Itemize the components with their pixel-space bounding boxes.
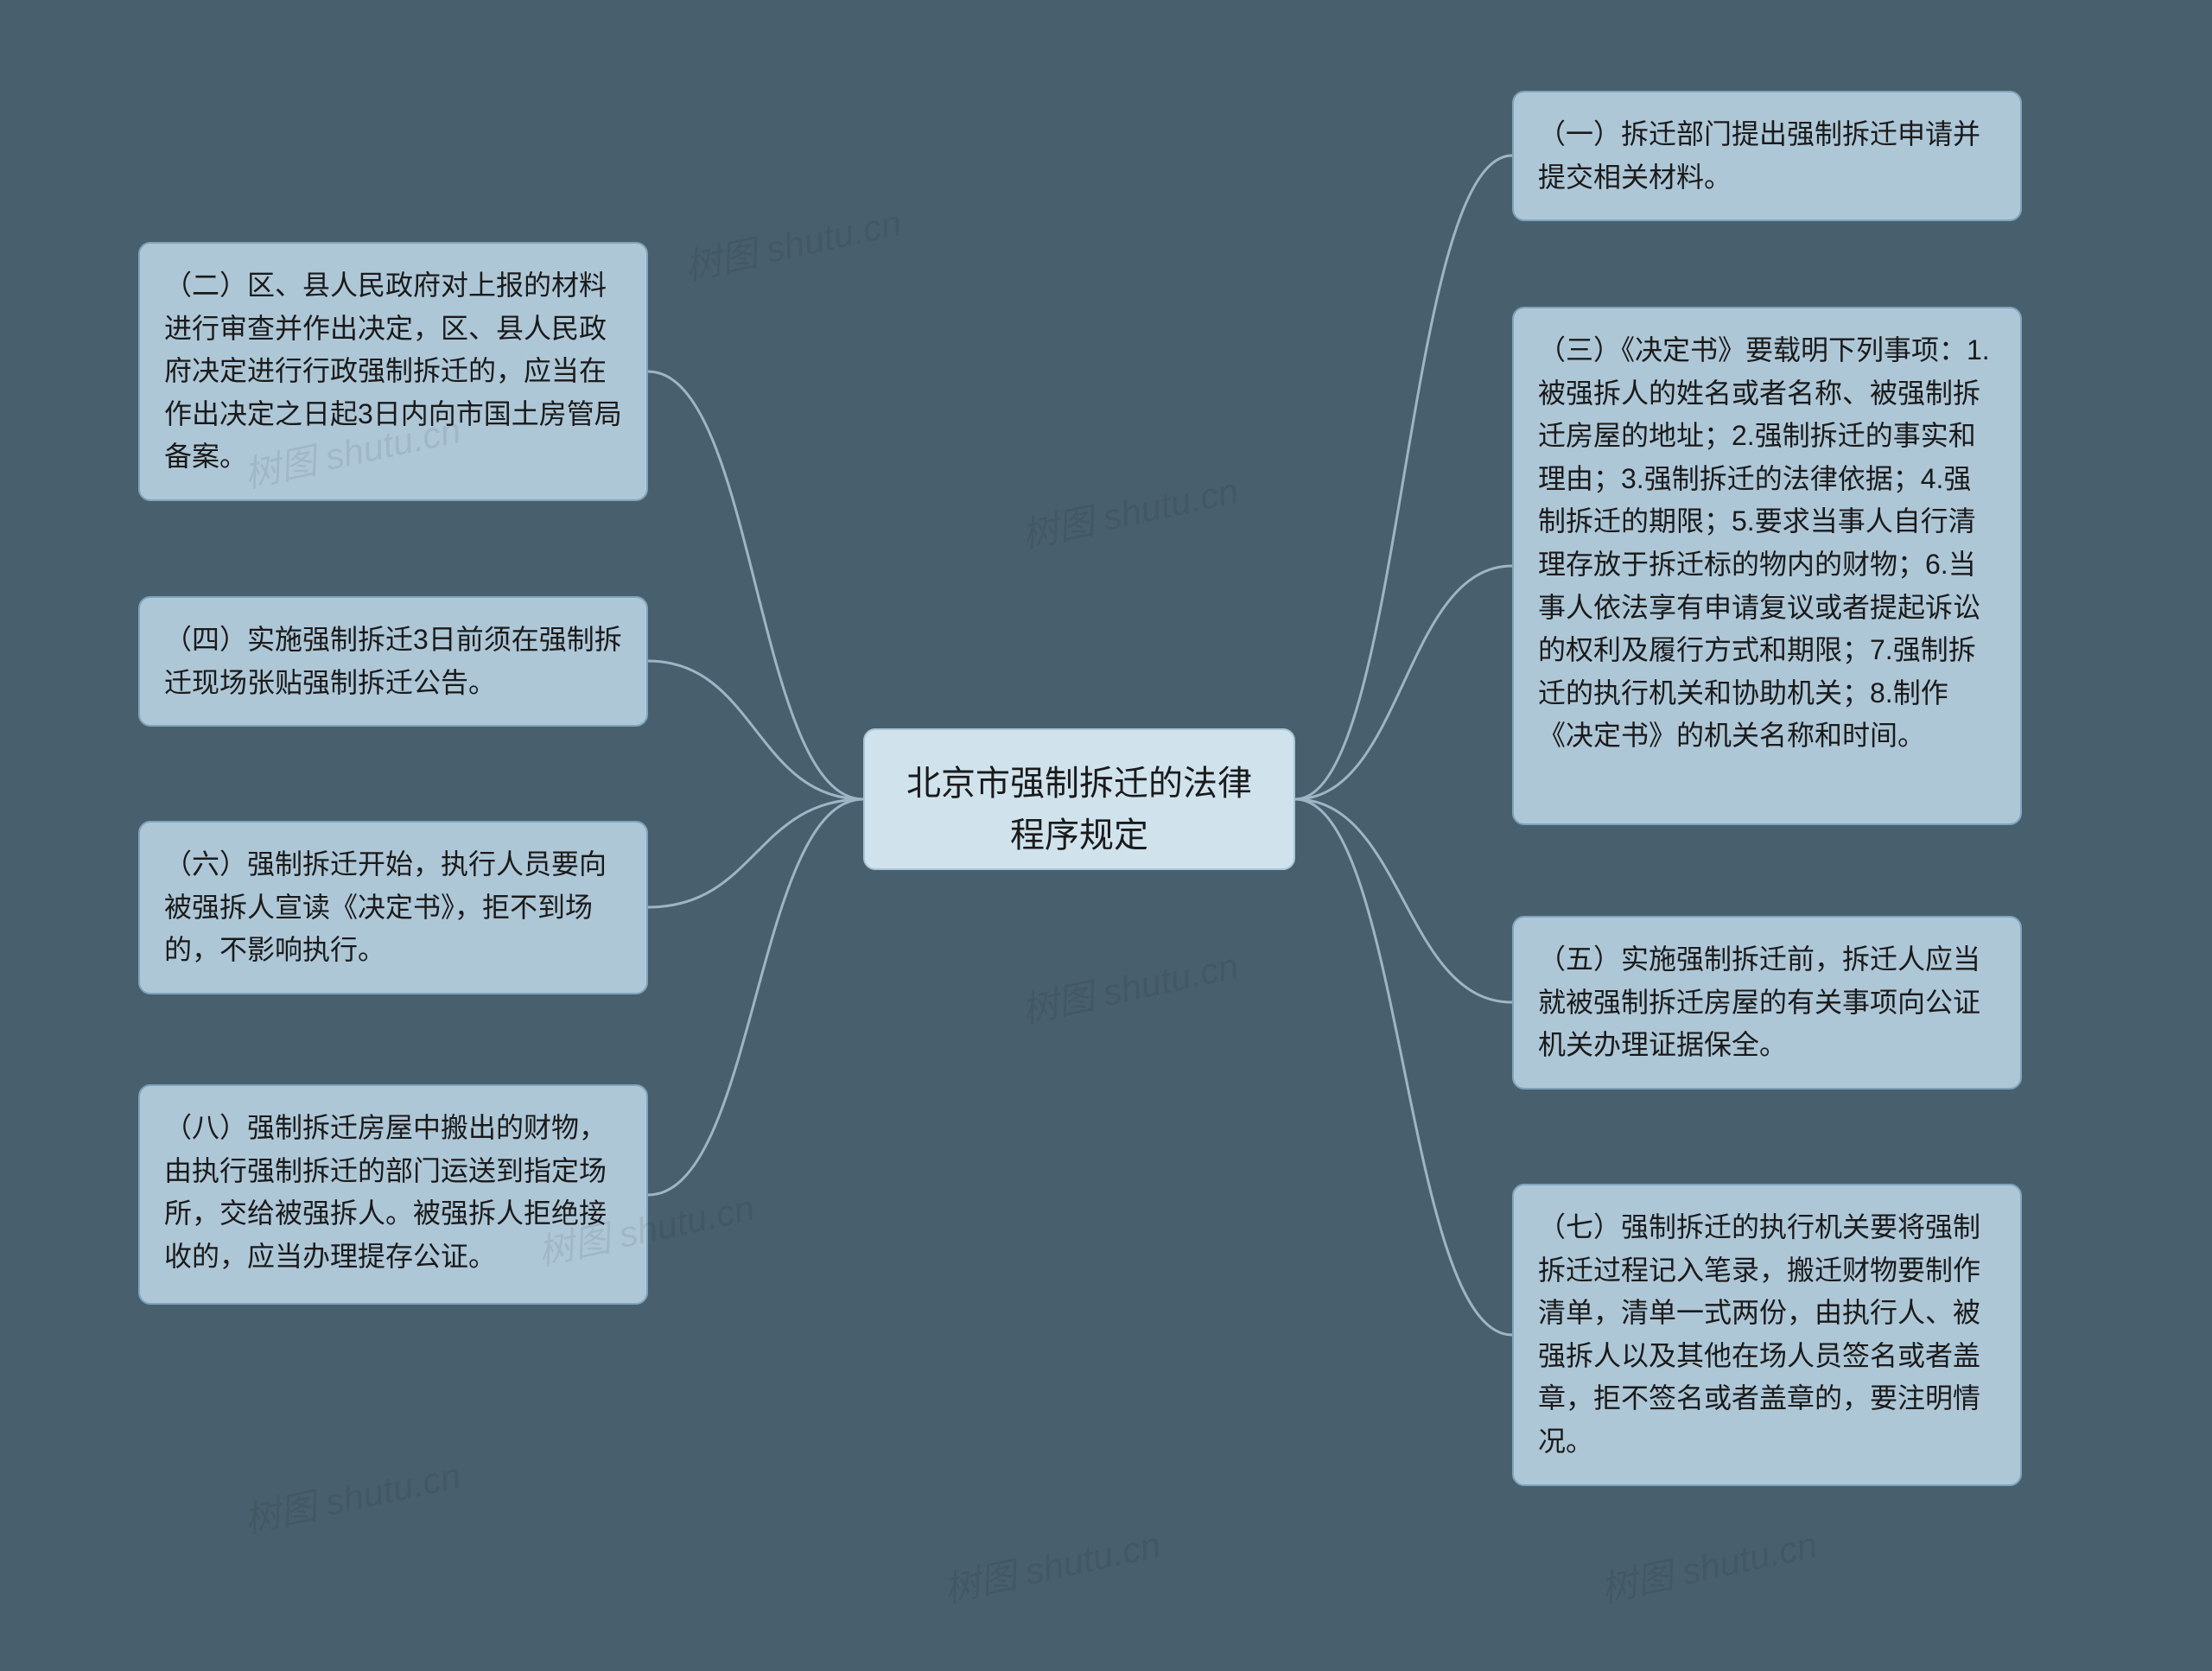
connector xyxy=(648,799,863,1195)
connector xyxy=(648,372,863,799)
connector xyxy=(1295,566,1512,799)
mindmap-node-n8: （八）强制拆迁房屋中搬出的财物，由执行强制拆迁的部门运送到指定场所，交给被强拆人… xyxy=(138,1084,648,1305)
connector xyxy=(1295,799,1512,1002)
connector xyxy=(1295,799,1512,1335)
mindmap-node-n6: （六）强制拆迁开始，执行人员要向被强拆人宣读《决定书》，拒不到场的，不影响执行。 xyxy=(138,821,648,994)
connector xyxy=(648,799,863,907)
mindmap-node-n1: （一）拆迁部门提出强制拆迁申请并提交相关材料。 xyxy=(1512,91,2022,221)
connector xyxy=(648,661,863,799)
mindmap-node-n4: （四）实施强制拆迁3日前须在强制拆迁现场张贴强制拆迁公告。 xyxy=(138,596,648,727)
mindmap-node-n5: （五）实施强制拆迁前，拆迁人应当就被强制拆迁房屋的有关事项向公证机关办理证据保全… xyxy=(1512,916,2022,1090)
watermark: 树图 shutu.cn xyxy=(1595,1515,1821,1613)
mindmap-node-n3: （三）《决定书》要载明下列事项：1.被强拆人的姓名或者名称、被强制拆迁房屋的地址… xyxy=(1512,307,2022,825)
watermark: 树图 shutu.cn xyxy=(679,194,906,291)
watermark: 树图 shutu.cn xyxy=(1016,937,1243,1034)
mindmap-center-node: 北京市强制拆迁的法律程序规定 xyxy=(863,728,1295,870)
mindmap-node-n7: （七）强制拆迁的执行机关要将强制拆迁过程记入笔录，搬迁财物要制作清单，清单一式两… xyxy=(1512,1184,2022,1486)
watermark: 树图 shutu.cn xyxy=(1016,461,1243,559)
watermark: 树图 shutu.cn xyxy=(938,1515,1165,1613)
mindmap-node-n2: （二）区、县人民政府对上报的材料进行审查并作出决定，区、县人民政府决定进行行政强… xyxy=(138,242,648,501)
connector xyxy=(1295,156,1512,799)
watermark: 树图 shutu.cn xyxy=(238,1446,465,1544)
